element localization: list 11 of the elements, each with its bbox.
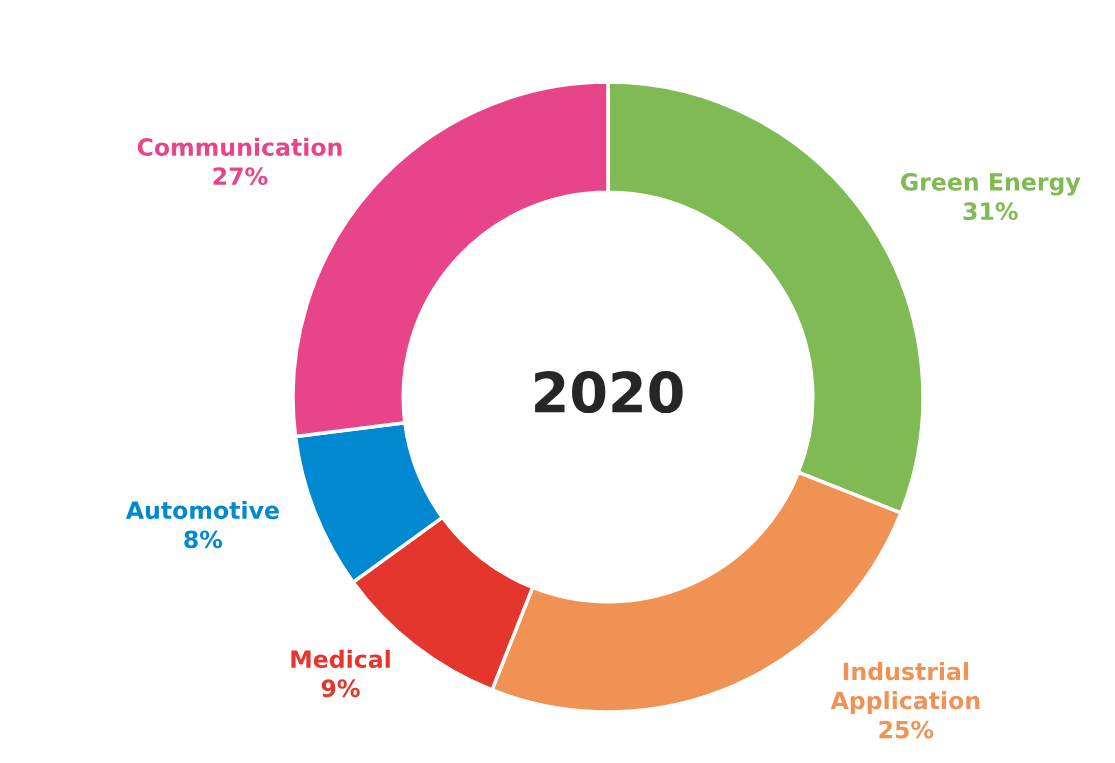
slice-label: Medical — [291, 649, 390, 669]
slice-label: Automotive — [125, 500, 279, 520]
data-label: 8% — [184, 530, 223, 549]
data-label: 25% — [879, 720, 934, 739]
text: 2020 — [535, 371, 683, 414]
slice-label: Communication — [137, 137, 342, 156]
slice-label: Green Energy — [900, 172, 1081, 196]
data-label: 31% — [963, 202, 1018, 221]
slice-label: Industrial Application — [830, 661, 980, 714]
data-label: 9% — [321, 679, 360, 698]
data-label: 27% — [213, 167, 268, 186]
